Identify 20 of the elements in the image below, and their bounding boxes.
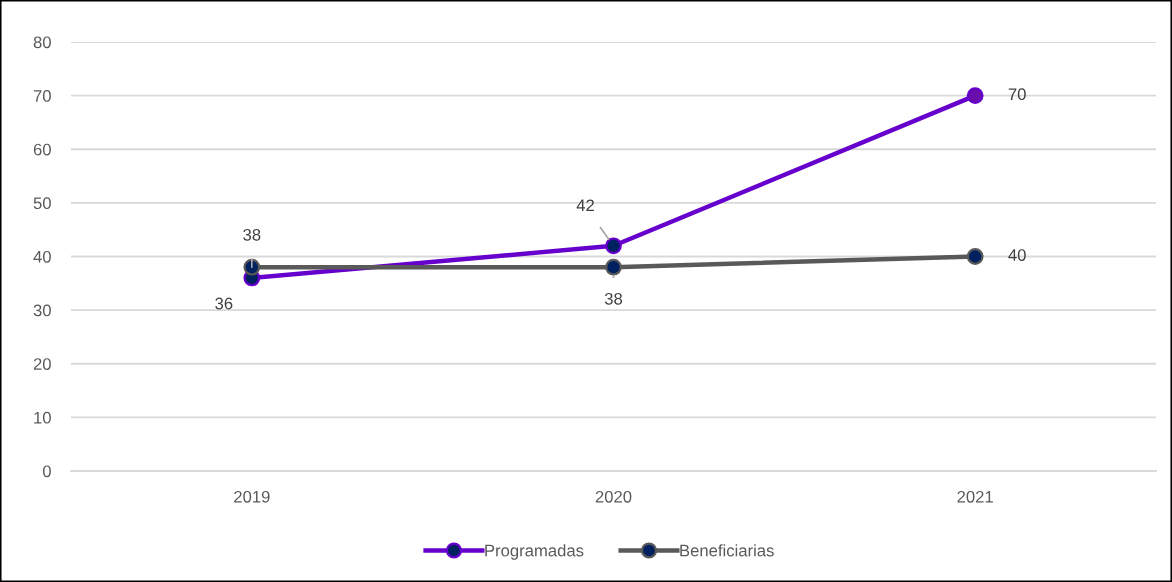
data-label: 38 [243,228,261,241]
y-tick-label: 10 [34,411,51,424]
x-tick-label: 2019 [234,490,270,503]
x-tick-label: 2020 [595,490,632,503]
y-tick-label: 60 [33,143,51,156]
y-tick-label: 40 [33,250,51,263]
y-tick-label: 30 [33,304,51,317]
y-tick-label: 20 [33,358,51,370]
data-label: 36 [215,297,233,310]
y-tick-label: 0 [42,465,51,478]
legend-label: Programadas [485,544,584,560]
data-label: 42 [576,199,594,212]
data-label: 38 [604,292,623,305]
data-label: 70 [1008,88,1026,101]
y-tick-label: 50 [33,197,51,210]
data-label: 40 [1008,249,1026,261]
y-tick-label: 70 [33,90,51,102]
legend-label: Beneficiarias [680,544,774,557]
y-tick-label: 80 [33,36,51,49]
x-tick-label: 2021 [957,490,993,503]
